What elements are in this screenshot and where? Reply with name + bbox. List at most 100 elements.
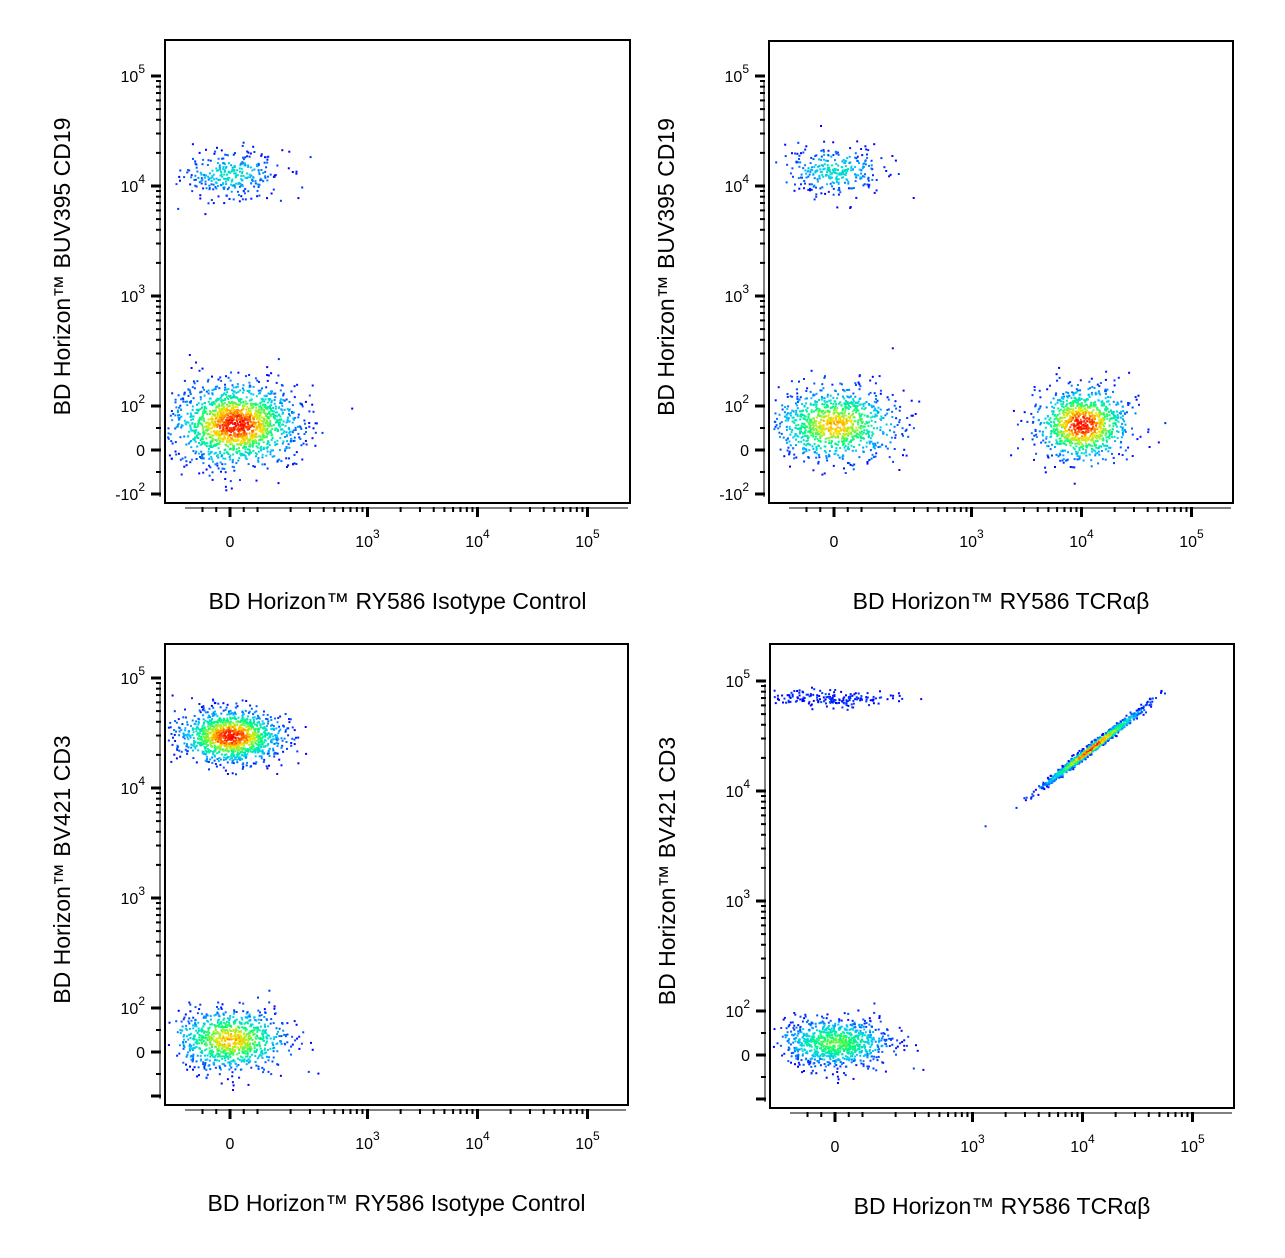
event-dot [234, 402, 237, 405]
event-dot [256, 724, 259, 727]
event-dot [1075, 450, 1077, 453]
event-dot [205, 468, 208, 471]
event-dot [260, 397, 263, 400]
event-dot [195, 429, 198, 432]
event-dot [258, 173, 261, 176]
event-dot [796, 397, 799, 400]
event-dot [1061, 420, 1063, 423]
event-dot [1104, 388, 1107, 391]
event-dot [1105, 436, 1108, 439]
event-dot [1122, 410, 1125, 412]
event-dot [1077, 415, 1080, 418]
event-dot [1017, 447, 1019, 450]
event-dot [822, 412, 825, 415]
event-dot [843, 434, 846, 437]
event-dot [823, 158, 825, 161]
event-dot [1091, 415, 1094, 418]
event-dot [842, 415, 845, 418]
event-dot [262, 448, 265, 450]
event-dot [208, 188, 211, 191]
event-dot [842, 425, 845, 428]
event-dot [854, 180, 857, 183]
event-dot [1094, 436, 1097, 439]
event-dot [243, 192, 246, 195]
event-dot [1040, 422, 1042, 424]
event-dot [875, 394, 878, 397]
event-dot [184, 729, 187, 732]
event-dot [243, 404, 245, 407]
event-dot [847, 434, 850, 437]
event-dot [274, 407, 277, 410]
event-dot [1074, 419, 1077, 422]
event-dot [804, 429, 807, 431]
event-dot [225, 407, 228, 410]
event-dot [1069, 381, 1072, 384]
event-dot [258, 430, 261, 433]
event-dot [228, 421, 231, 424]
event-dot [223, 409, 226, 412]
event-dot [244, 162, 246, 165]
event-dot [257, 163, 260, 166]
event-dot [1091, 412, 1093, 415]
event-dot [187, 738, 190, 741]
event-dot [1099, 426, 1102, 429]
event-dot [844, 406, 847, 409]
event-dot [290, 744, 293, 747]
event-dot [808, 430, 811, 433]
event-dot [1089, 406, 1092, 409]
event-dot [213, 152, 216, 155]
event-dot [820, 418, 823, 421]
event-dot [215, 169, 218, 172]
event-dot [223, 435, 226, 438]
event-dot [1053, 414, 1056, 417]
event-dot [214, 409, 217, 412]
event-dot [209, 731, 212, 734]
event-dot [233, 726, 236, 729]
event-dot [211, 756, 214, 759]
event-dot [246, 402, 249, 405]
event-dot [243, 421, 246, 424]
event-dot [1059, 453, 1062, 456]
event-dot [222, 411, 225, 414]
event-dot [850, 395, 852, 398]
event-dot [1096, 452, 1099, 455]
event-dot [249, 407, 252, 410]
event-dot [281, 428, 284, 431]
event-dot [226, 434, 229, 437]
event-dot [286, 419, 289, 422]
x-axis-label: BD Horizon™ RY586 Isotype Control [209, 588, 587, 614]
event-dot [270, 390, 272, 393]
event-dot [1079, 420, 1082, 423]
event-dot [247, 418, 250, 421]
event-dot [1049, 436, 1052, 438]
event-dot [1082, 409, 1084, 412]
event-dot [222, 428, 224, 431]
event-dot [828, 169, 831, 172]
event-dot [824, 174, 827, 177]
event-dot [211, 745, 214, 748]
event-dot [879, 389, 882, 392]
event-dot [278, 730, 281, 733]
event-dot [828, 176, 831, 179]
event-dot [1113, 462, 1115, 465]
event-dot [860, 169, 863, 172]
event-dot [227, 436, 230, 438]
event-dot [805, 409, 808, 412]
event-dot [247, 463, 250, 466]
event-dot [796, 395, 799, 398]
event-dot [216, 462, 219, 465]
event-dot [1087, 398, 1089, 401]
event-dot [830, 429, 833, 432]
event-dot [792, 410, 795, 413]
event-dot [256, 403, 259, 406]
event-dot [190, 414, 193, 417]
event-dot [217, 195, 220, 198]
event-dot [1066, 420, 1069, 423]
event-dot [786, 428, 788, 431]
event-dot [207, 421, 210, 424]
event-dot [193, 745, 196, 748]
event-dot [245, 412, 248, 415]
event-dot [862, 405, 865, 408]
event-dot [800, 410, 803, 413]
event-dot [214, 443, 216, 446]
